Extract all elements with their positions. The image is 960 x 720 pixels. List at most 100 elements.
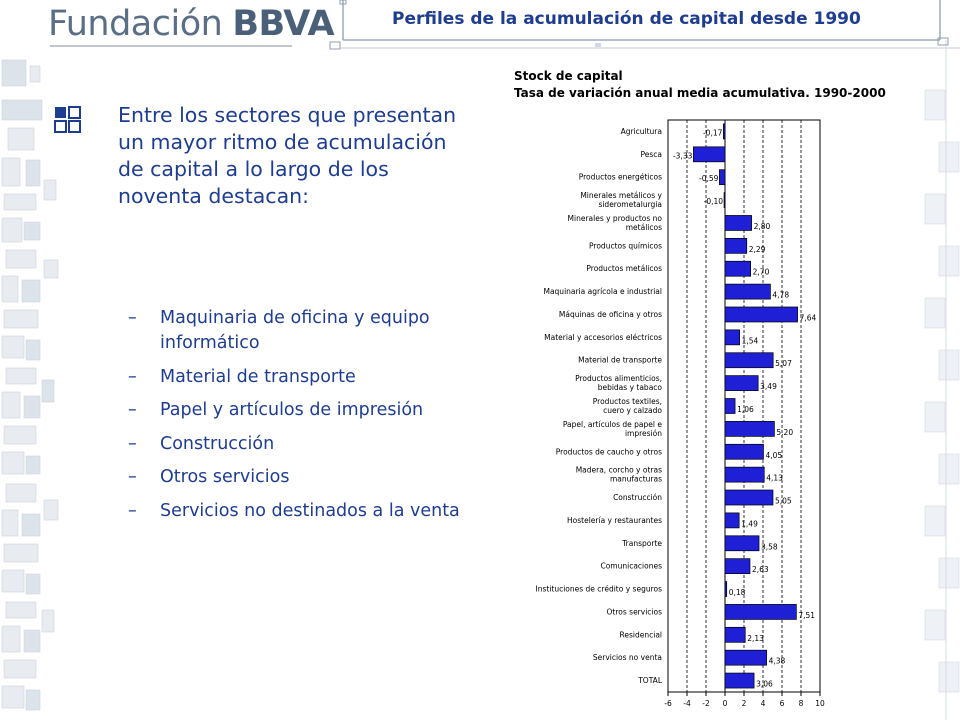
- list-item: – Otros servicios: [128, 465, 468, 490]
- bar: [723, 123, 726, 140]
- page-title: Perfiles de la acumulación de capital de…: [392, 9, 861, 29]
- data-label: 5,05: [775, 497, 792, 506]
- category-label: Transporte: [621, 539, 662, 548]
- list-item: – Maquinaria de oficina y equipo informát…: [128, 306, 468, 356]
- data-label: -3,33: [673, 151, 693, 160]
- background-tile: [938, 349, 960, 381]
- list-item-text: Maquinaria de oficina y equipo informáti…: [160, 308, 430, 353]
- background-tile: [3, 309, 39, 329]
- list-dash: –: [128, 433, 137, 454]
- category-label: Madera, corcho y otras: [576, 466, 662, 475]
- data-label: 7,64: [800, 313, 817, 322]
- data-label: 3,49: [760, 382, 777, 391]
- x-tick-label: -6: [664, 699, 672, 708]
- bar: [723, 192, 726, 208]
- data-label: 4,05: [765, 451, 782, 460]
- background-tile: [3, 193, 37, 211]
- background-tile: [5, 483, 37, 503]
- bar: [724, 649, 767, 666]
- background-tile: [23, 629, 41, 653]
- category-label: Pesca: [641, 150, 663, 159]
- category-label: Productos químicos: [589, 241, 662, 250]
- data-label: -0,59: [699, 174, 719, 183]
- background-tile: [1, 217, 23, 243]
- category-label: Agricultura: [621, 127, 662, 136]
- logo-word-bbva: BBVA: [232, 4, 335, 44]
- category-label: Otros servicios: [607, 607, 663, 616]
- category-label: Productos textiles,: [593, 397, 662, 406]
- background-tile: [43, 259, 59, 279]
- background-tile: [25, 689, 41, 711]
- list-dash: –: [128, 308, 137, 328]
- data-label: -0,10: [704, 197, 724, 206]
- background-tile: [924, 193, 946, 225]
- category-label: Instituciones de crédito y seguros: [536, 585, 663, 594]
- bar: [724, 215, 752, 231]
- bar: [719, 169, 726, 186]
- background-tile: [5, 249, 37, 269]
- bar: [724, 237, 748, 254]
- bar: [724, 283, 771, 300]
- frame-corner: [937, 37, 949, 46]
- category-label: Máquinas de oficina y otros: [559, 310, 662, 319]
- list-item-text: Servicios no destinados a la venta: [160, 500, 460, 521]
- data-label: -0,17: [703, 128, 723, 137]
- category-label: Construcción: [613, 493, 662, 502]
- category-label: manufacturas: [610, 475, 662, 484]
- logo-word-fundacion: Fundación: [48, 4, 223, 44]
- list-dash: –: [128, 366, 137, 387]
- list-dash: –: [128, 467, 137, 487]
- bar: [724, 260, 751, 277]
- data-label: 2,80: [754, 222, 771, 231]
- background-tile: [938, 245, 960, 277]
- background-tile: [7, 127, 35, 151]
- category-label: Minerales metálicos y: [580, 191, 662, 200]
- data-label: 1,49: [741, 519, 758, 528]
- x-tick-label: 6: [780, 699, 785, 708]
- category-label: Productos alimenticios,: [575, 374, 662, 383]
- background-tile: [25, 573, 41, 595]
- category-label: Productos energéticos: [579, 173, 662, 182]
- frame-corner: [329, 41, 341, 50]
- background-tile: [3, 425, 37, 445]
- category-label: metálicos: [626, 223, 662, 232]
- x-tick-label: 0: [723, 699, 728, 708]
- bar: [693, 146, 726, 163]
- bar: [724, 329, 740, 346]
- list-item-text: Construcción: [160, 433, 275, 454]
- bar: [724, 535, 760, 552]
- bar: [724, 512, 740, 529]
- category-label: Material de transporte: [578, 356, 662, 365]
- x-tick-label: 4: [761, 699, 766, 708]
- bar: [724, 558, 751, 575]
- category-label: Productos metálicos: [586, 264, 662, 273]
- background-tile: [29, 65, 41, 83]
- background-tile: [43, 499, 59, 521]
- data-label: 2,63: [752, 565, 769, 574]
- background-tile: [1, 335, 25, 359]
- background-tile: [1, 509, 19, 537]
- list-item: – Construcción: [128, 432, 468, 457]
- background-tile: [924, 609, 946, 641]
- background-tile: [3, 659, 37, 679]
- background-tile: [1, 451, 25, 475]
- data-label: 5,20: [776, 428, 793, 437]
- bar: [724, 672, 755, 689]
- background-tile: [1, 391, 21, 419]
- data-label: 2,70: [753, 268, 770, 277]
- background-tile: [43, 179, 57, 201]
- background-tile: [3, 543, 39, 563]
- background-tile: [1, 99, 43, 121]
- category-label: Minerales y productos no: [568, 214, 663, 223]
- x-tick-label: 8: [799, 699, 804, 708]
- bar: [724, 421, 775, 437]
- background-tile: [23, 395, 41, 419]
- background-tile: [924, 297, 946, 329]
- category-label: Residencial: [620, 630, 663, 639]
- data-label: 5,07: [775, 359, 792, 368]
- bar: [724, 306, 798, 323]
- chart-subtitle: Tasa de variación anual media acumulativ…: [514, 86, 886, 100]
- capital-stock-bar-chart: -6 -4 -2 0 2 4 6 8 10 -0,17 Agricultura -3,33 Pesca -…: [536, 119, 825, 708]
- x-tick-label: -4: [683, 699, 691, 708]
- bar: [724, 443, 764, 460]
